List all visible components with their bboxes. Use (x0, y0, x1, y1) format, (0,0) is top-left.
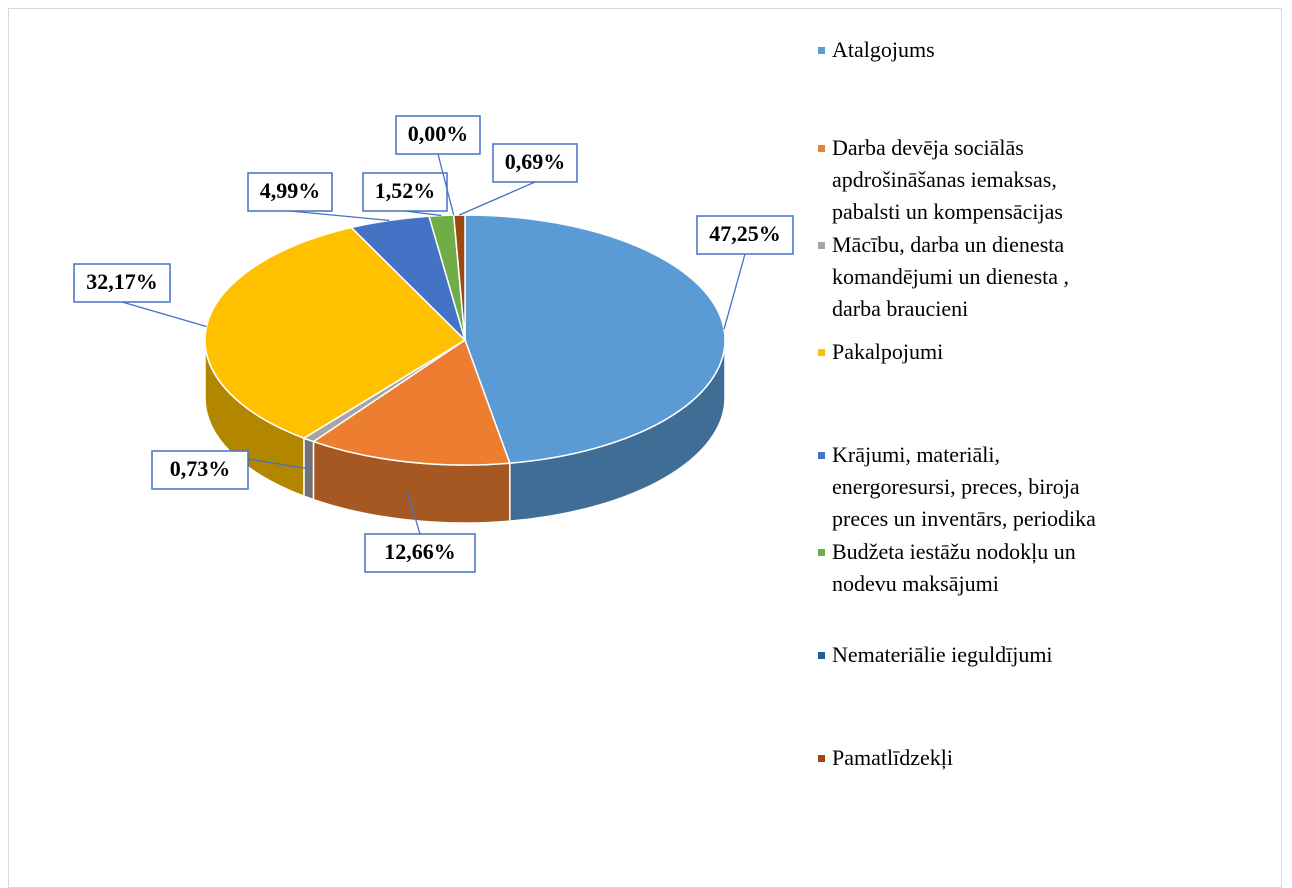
pie-slice (311, 338, 511, 466)
label-box (151, 450, 249, 490)
legend-marker (818, 452, 825, 459)
value-label: 32,17% (86, 269, 158, 294)
value-label: 0,73% (170, 456, 231, 481)
leader-line (406, 490, 421, 535)
value-label: 1,52% (375, 178, 436, 203)
value-label: 47,25% (709, 221, 781, 246)
leader-line (404, 210, 442, 217)
legend-label: Pakalpojumi (832, 339, 944, 364)
value-label: 0,69% (505, 149, 566, 174)
legend-marker (818, 242, 825, 249)
leader-line (723, 253, 746, 330)
legend-label: Krājumi, materiāli, energoresursi, prece… (832, 442, 1096, 531)
legend-marker (818, 652, 825, 659)
label-box (362, 172, 448, 212)
label-box (247, 172, 333, 212)
pie-slice (464, 214, 726, 464)
legend-marker (818, 47, 825, 54)
legend-marker (818, 145, 825, 152)
leader-line (121, 301, 207, 328)
label-box (492, 143, 578, 183)
legend-label: Mācību, darba un dienesta komandējumi un… (832, 232, 1070, 321)
leader-line (437, 153, 455, 216)
legend-label: Atalgojums (832, 37, 935, 62)
legend-marker (818, 755, 825, 762)
value-label: 12,66% (384, 539, 456, 564)
leader-line (289, 210, 390, 222)
value-label: 4,99% (260, 178, 321, 203)
legend-label: Nemateriālie ieguldījumi (832, 642, 1053, 667)
legend-label: Pamatlīdzekļi (832, 745, 953, 770)
legend-marker (818, 549, 825, 556)
legend-label: Darba devēja sociālās apdrošināšanas iem… (832, 135, 1063, 224)
pie-slice (204, 226, 467, 439)
label-box (696, 215, 794, 255)
legend-label: Budžeta iestāžu nodokļu un nodevu maksāj… (832, 539, 1076, 596)
label-box (73, 263, 171, 303)
leader-line (459, 181, 536, 216)
label-box (395, 115, 481, 155)
legend-marker (818, 349, 825, 356)
value-label: 0,00% (408, 121, 469, 146)
label-box (364, 533, 476, 573)
